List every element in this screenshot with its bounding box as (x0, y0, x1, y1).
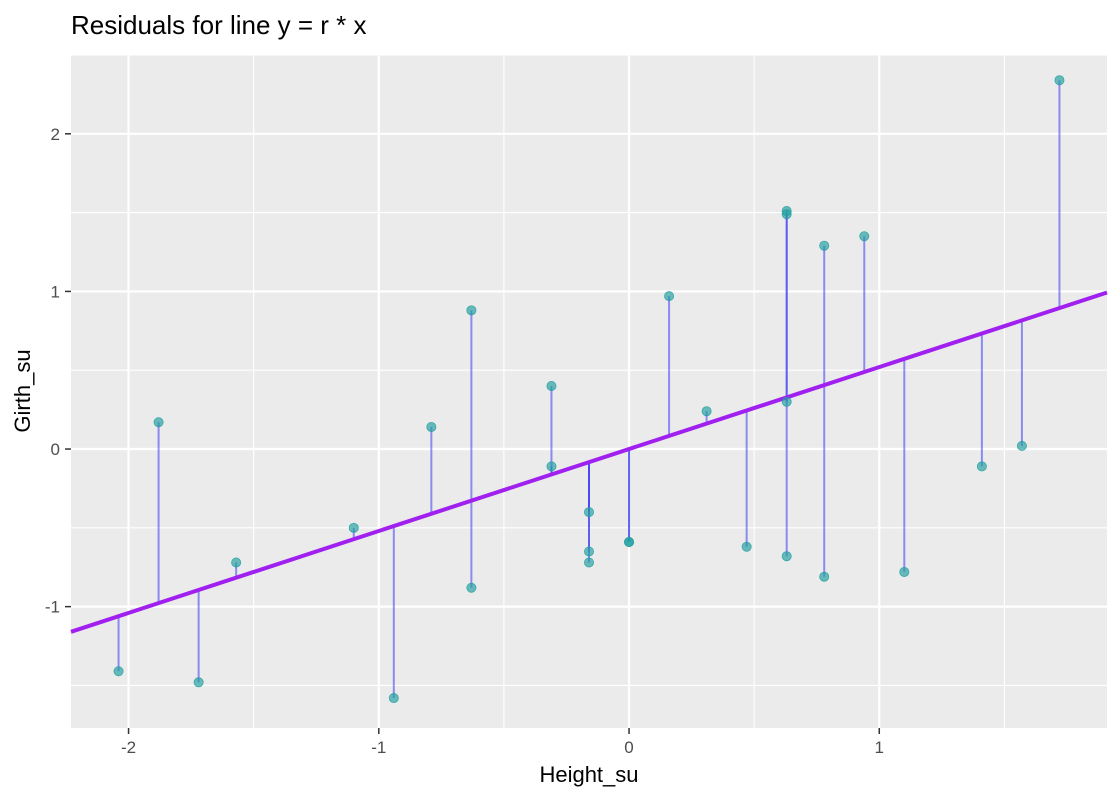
data-point (781, 209, 792, 220)
data-point (1016, 440, 1027, 451)
x-tick-label: -1 (371, 738, 386, 757)
data-point (546, 461, 557, 472)
data-point (113, 666, 124, 677)
data-point (584, 557, 595, 568)
data-point (193, 677, 204, 688)
data-point (426, 421, 437, 432)
y-tick-label: 1 (51, 282, 60, 301)
data-point (584, 507, 595, 518)
x-axis-title: Height_su (539, 762, 638, 787)
data-point (819, 571, 830, 582)
y-axis: -1 0 1 2 (45, 125, 71, 617)
data-point (701, 406, 712, 417)
chart-title: Residuals for line y = r * x (71, 10, 367, 40)
data-point (466, 582, 477, 593)
x-tick-label: -2 (121, 738, 136, 757)
x-tick-label: 1 (875, 738, 884, 757)
data-point (584, 546, 595, 557)
data-point (624, 537, 635, 548)
data-point (388, 693, 399, 704)
plot-panel (71, 55, 1107, 728)
data-point (231, 557, 242, 568)
data-point (859, 231, 870, 242)
x-tick-label: 0 (624, 738, 633, 757)
data-points (113, 75, 1065, 704)
fit-line (70, 290, 1108, 634)
x-axis: -2 -1 0 1 (121, 728, 884, 757)
y-axis-title: Girth_su (10, 349, 35, 432)
data-point (819, 240, 830, 251)
data-point (781, 396, 792, 407)
y-tick-label: -1 (45, 598, 60, 617)
y-tick-label: 2 (51, 125, 60, 144)
data-point (1054, 75, 1065, 86)
data-point (899, 566, 910, 577)
data-point (546, 380, 557, 391)
y-tick-label: 0 (51, 440, 60, 459)
data-point (781, 551, 792, 562)
data-point (153, 417, 164, 428)
grid-major (71, 55, 1107, 728)
data-point (976, 461, 987, 472)
data-point (348, 522, 359, 533)
data-point (741, 541, 752, 552)
data-point (466, 305, 477, 316)
data-point (664, 291, 675, 302)
